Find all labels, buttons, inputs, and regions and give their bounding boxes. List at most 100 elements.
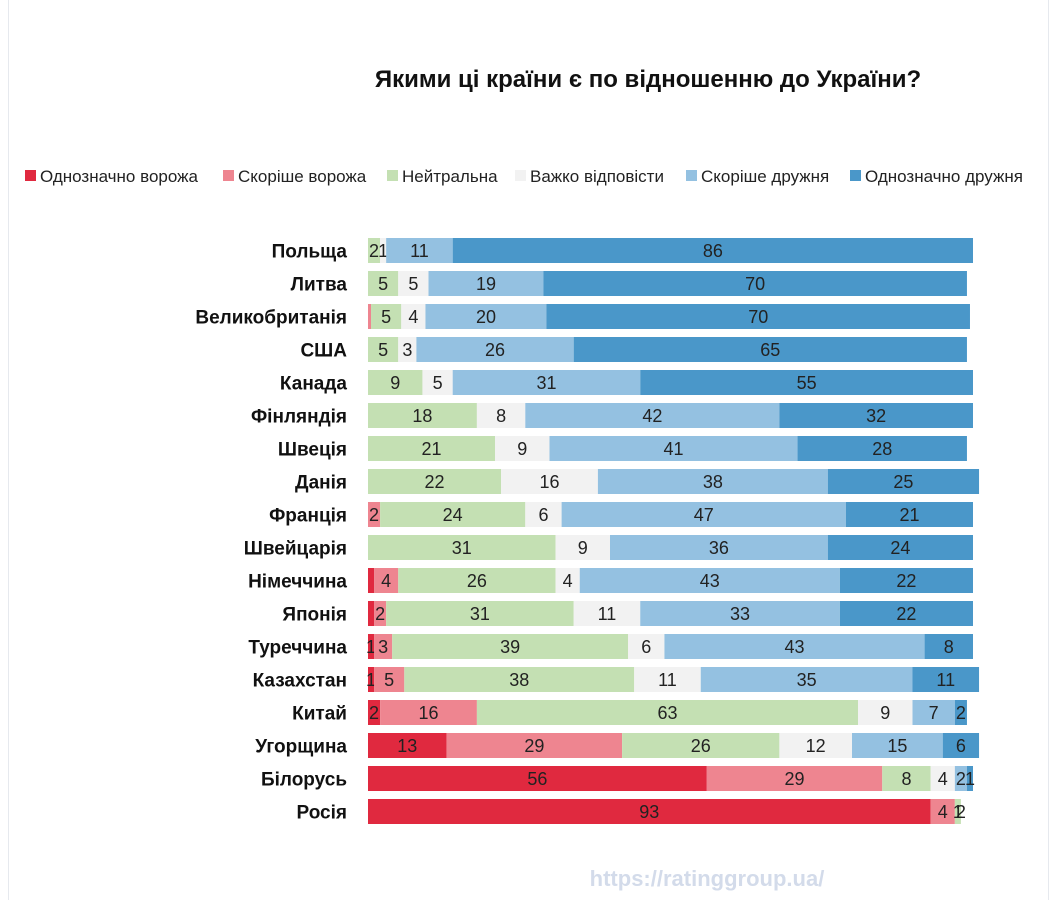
bar-row-8: 2 24 6 47 21 <box>368 502 973 527</box>
data-label-туреччина-2: 39 <box>500 637 520 657</box>
legend-swatch-1 <box>223 170 234 181</box>
bar-segment-туреччина-1 <box>374 634 393 659</box>
category-label-12: Туреччина <box>248 638 347 659</box>
bar-segment-литва-5 <box>543 271 967 296</box>
bar-segment-німеччина-2 <box>398 568 556 593</box>
bar-segment-японія-5 <box>839 601 973 626</box>
data-label-білорусь-5: 1 <box>965 769 975 789</box>
bar-segment-швеція-4 <box>549 436 798 461</box>
bar-segment-сша-4 <box>416 337 574 362</box>
bar-segment-туреччина-5 <box>924 634 973 659</box>
data-label-швейцарія-4: 36 <box>709 538 729 558</box>
legend-label-5: Однозначно дружня <box>865 167 1023 186</box>
data-label-японія-5: 22 <box>896 604 916 624</box>
legend-item-4: Скоріше дружня <box>686 167 829 186</box>
bar-row-16: 56 29 8 4 2 1 <box>368 766 975 791</box>
legend-swatch-3 <box>515 170 526 181</box>
bar-segment-фінляндія-2 <box>368 403 477 428</box>
data-label-японія-1: 2 <box>375 604 385 624</box>
data-label-сша-4: 26 <box>485 340 505 360</box>
data-label-білорусь-3: 4 <box>938 769 948 789</box>
bar-segment-китай-1 <box>380 700 477 725</box>
legend-item-5: Однозначно дружня <box>850 167 1023 186</box>
legend-item-2: Нейтральна <box>387 167 498 186</box>
category-label-13: Казахстан <box>253 671 347 692</box>
right-edge-rule <box>1048 0 1049 900</box>
bar-segment-туреччина-3 <box>628 634 665 659</box>
data-label-фінляндія-3: 8 <box>496 406 506 426</box>
data-label-німеччина-5: 22 <box>896 571 916 591</box>
bar-segment-японія-4 <box>640 601 840 626</box>
bar-segment-швеція-2 <box>368 436 496 461</box>
chart-title: Якими ці країни є по відношенню до Украї… <box>375 66 921 93</box>
bar-segment-литва-2 <box>368 271 399 296</box>
category-label-10: Німеччина <box>248 572 347 593</box>
data-label-польща-3: 1 <box>378 241 388 261</box>
bar-segment-росія-1 <box>930 799 955 824</box>
data-label-росія-3: 2 <box>956 802 966 822</box>
data-label-данія-5: 25 <box>893 472 913 492</box>
data-label-швеція-4: 41 <box>664 439 684 459</box>
category-label-11: Японія <box>282 605 347 626</box>
bar-segment-казахстан-4 <box>700 667 913 692</box>
bar-segment-сша-5 <box>573 337 967 362</box>
data-label-польща-2: 2 <box>369 241 379 261</box>
data-label-угорщина-3: 12 <box>806 736 826 756</box>
bar-segment-литва-3 <box>398 271 429 296</box>
data-label-туреччина-3: 6 <box>641 637 651 657</box>
bar-segment-японія-2 <box>386 601 574 626</box>
data-label-канада-5: 55 <box>797 373 817 393</box>
data-label-франція-3: 6 <box>538 505 548 525</box>
bar-segment-казахстан-5 <box>912 667 980 692</box>
bar-segment-росія-0 <box>368 799 931 824</box>
bar-segment-казахстан-0 <box>368 667 375 692</box>
bar-segment-угорщина-3 <box>779 733 852 758</box>
data-label-японія-3: 11 <box>598 604 617 624</box>
left-edge-rule <box>8 0 9 900</box>
bar-row-0: 2 1 11 86 <box>368 238 973 263</box>
category-label-14: Китай <box>292 704 347 725</box>
data-label-казахстан-5: 11 <box>936 670 955 690</box>
bar-row-1: 5 5 19 70 <box>368 271 967 296</box>
legend-swatch-4 <box>686 170 697 181</box>
data-label-китай-0: 2 <box>369 703 379 723</box>
data-label-білорусь-1: 29 <box>785 769 805 789</box>
legend-swatch-2 <box>387 170 398 181</box>
bar-segment-китай-5 <box>954 700 967 725</box>
category-label-4: Канада <box>280 374 347 395</box>
data-label-великобританія-2: 5 <box>381 307 391 327</box>
data-label-росія-1: 4 <box>938 802 948 822</box>
data-label-росія-0: 93 <box>639 802 659 822</box>
data-label-казахстан-3: 11 <box>658 670 677 690</box>
bar-segment-японія-0 <box>368 601 375 626</box>
data-label-швеція-3: 9 <box>517 439 527 459</box>
bar-row-17: 93 4 12 <box>368 799 966 824</box>
bar-segment-франція-4 <box>561 502 846 527</box>
legend-swatch-5 <box>850 170 861 181</box>
data-label-китай-2: 63 <box>657 703 677 723</box>
bar-row-3: 5 3 26 65 <box>368 337 967 362</box>
data-label-франція-1: 2 <box>369 505 379 525</box>
category-label-3: США <box>300 341 347 362</box>
bar-segment-великобританія-5 <box>546 304 970 329</box>
bar-segment-казахстан-3 <box>634 667 701 692</box>
bar-segment-великобританія-3 <box>401 304 426 329</box>
data-label-литва-4: 19 <box>476 274 496 294</box>
bar-segment-росія-2 <box>954 799 961 824</box>
data-label-сша-5: 65 <box>760 340 780 360</box>
watermark: https://ratinggroup.ua/ <box>590 866 825 891</box>
data-label-фінляндія-4: 42 <box>642 406 662 426</box>
bar-segment-польща-4 <box>386 238 453 263</box>
bar-row-4: 9 5 31 55 <box>368 370 973 395</box>
data-label-туреччина-5: 8 <box>944 637 954 657</box>
data-label-швейцарія-3: 9 <box>578 538 588 558</box>
category-label-0: Польща <box>272 242 348 263</box>
bar-segment-сша-3 <box>398 337 417 362</box>
bar-segment-німеччина-3 <box>555 568 580 593</box>
bar-segment-франція-3 <box>525 502 562 527</box>
bar-segment-канада-5 <box>640 370 973 395</box>
data-label-угорщина-2: 26 <box>691 736 711 756</box>
data-label-японія-4: 33 <box>730 604 750 624</box>
data-label-канада-2: 9 <box>390 373 400 393</box>
bar-segment-білорусь-1 <box>706 766 883 791</box>
